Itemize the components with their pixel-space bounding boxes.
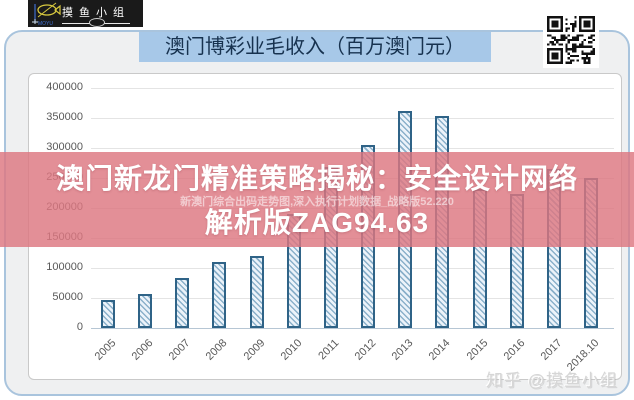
gridline — [91, 148, 614, 149]
bar-2005 — [101, 299, 115, 328]
x-tick-label: 2013 — [389, 337, 416, 363]
x-tick-label: 2015 — [464, 337, 490, 363]
logo: MOYU 摸鱼小组 — [28, 0, 143, 27]
x-tick-label: 2011 — [316, 337, 342, 363]
y-tick-label: 400000 — [46, 81, 83, 93]
y-tick-label: 50000 — [52, 291, 83, 303]
overlay-banner: 澳门新龙门精准策略揭秘：安全设计网络 新澳门综合出码走势图,深入执行计划数据_战… — [0, 152, 634, 247]
bar-2009 — [249, 255, 264, 328]
fish-logo-icon: MOYU — [32, 2, 61, 27]
watermark-credit: 知乎 @摸鱼小组 — [486, 371, 618, 390]
bar-2006 — [138, 293, 153, 328]
bar-2008 — [212, 262, 227, 328]
gridline — [91, 88, 614, 89]
x-tick-label: 2005 — [92, 337, 119, 363]
overlay-subtext: 新澳门综合出码走势图,深入执行计划数据_战略版52.220 — [180, 196, 454, 208]
gridline — [91, 118, 614, 119]
bar-2007 — [175, 277, 190, 328]
y-tick-label: 350000 — [46, 111, 83, 123]
chart-title: 澳门博彩业毛收入（百万澳门元） — [139, 32, 491, 62]
x-tick-label: 2012 — [352, 337, 379, 363]
svg-text:MOYU: MOYU — [38, 21, 53, 27]
overlay-headline-line2: 解析版ZAG94.63 — [204, 207, 430, 238]
y-tick-label: 0 — [76, 321, 83, 333]
brand-name-text: 摸鱼小组 — [62, 7, 130, 19]
brand-name: 摸鱼小组 — [62, 3, 130, 27]
x-tick-label: 2008 — [204, 337, 230, 363]
y-tick-label: 300000 — [46, 141, 83, 153]
y-tick-label: 100000 — [46, 261, 83, 273]
x-tick-label: 2007 — [166, 337, 193, 363]
gridline — [91, 268, 614, 269]
brand-underline-fish-icon — [89, 18, 105, 27]
x-tick-label: 2010 — [278, 337, 305, 363]
gridline — [91, 298, 614, 299]
x-tick-label: 2009 — [241, 337, 268, 363]
x-tick-label: 2006 — [129, 337, 156, 363]
overlay-headline-line1: 澳门新龙门精准策略揭秘：安全设计网络 — [55, 163, 578, 194]
qr-code-icon — [543, 12, 599, 68]
x-tick-label: 2014 — [427, 337, 453, 363]
